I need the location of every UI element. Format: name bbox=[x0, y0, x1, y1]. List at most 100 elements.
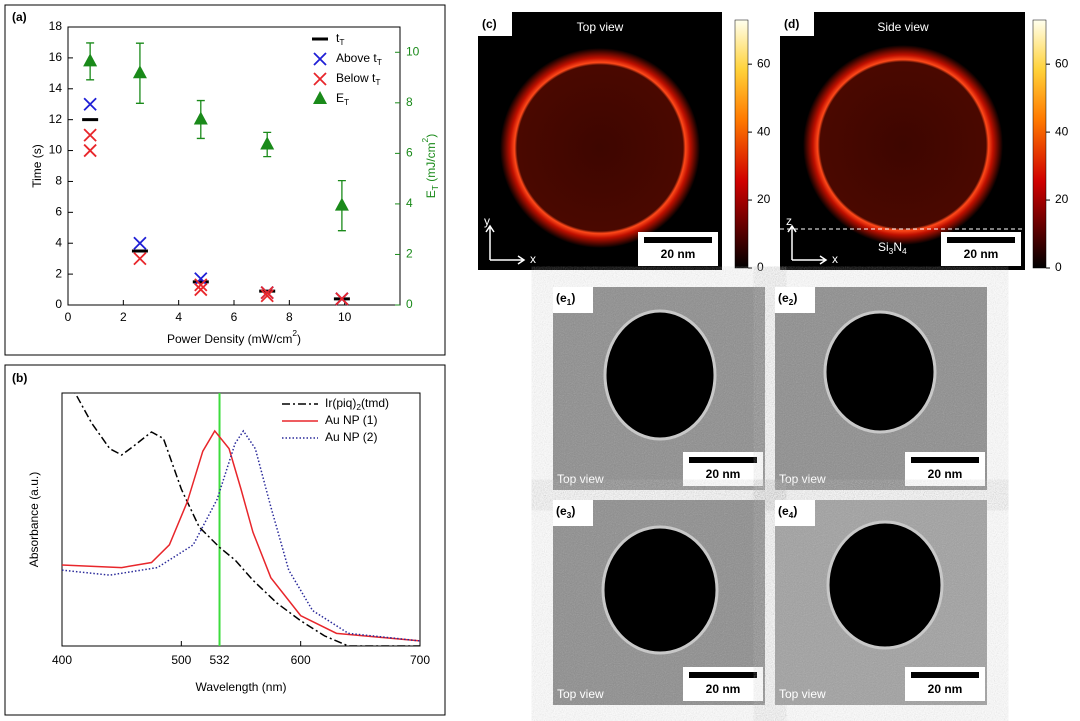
text-part: 1 bbox=[567, 297, 572, 307]
x-tick-label: 10 bbox=[338, 310, 352, 324]
panel-frame bbox=[4, 364, 446, 716]
marker-x bbox=[194, 278, 208, 292]
substrate-label: Si3N4 bbox=[878, 240, 907, 256]
tem-caption: Top view bbox=[779, 687, 826, 701]
x-tick-label: 2 bbox=[120, 310, 127, 324]
axis-letter: z bbox=[786, 214, 792, 228]
text-part: 2 bbox=[420, 137, 430, 142]
panel-label: (e4) bbox=[778, 504, 797, 520]
y-tick-label: 6 bbox=[55, 205, 62, 219]
panel-label: (e3) bbox=[556, 504, 575, 520]
y-tick-label: 0 bbox=[55, 297, 62, 311]
scale-bar bbox=[947, 237, 1015, 243]
legend-label: Above tT bbox=[336, 51, 382, 67]
marker-x bbox=[335, 292, 349, 306]
x-tick-label: 400 bbox=[52, 653, 72, 667]
label-box bbox=[775, 287, 815, 313]
x-tick-label: 0 bbox=[65, 310, 72, 324]
colorbar-tick-label: 0 bbox=[757, 260, 764, 274]
data-line bbox=[62, 429, 420, 642]
text-part: 3 bbox=[567, 510, 572, 520]
colorbar-tick-label: 40 bbox=[1055, 124, 1069, 138]
y-tick-label: 4 bbox=[55, 235, 62, 249]
y2-tick-label: 6 bbox=[406, 146, 413, 160]
text-part: T bbox=[430, 185, 440, 190]
y2-axis-label: ET (mJ/cm2) bbox=[420, 134, 440, 198]
marker-triangle bbox=[132, 65, 147, 79]
y2-tick-label: 2 bbox=[406, 247, 413, 261]
legend-label: Ir(piq)2(tmd) bbox=[325, 396, 389, 412]
legend-label: Below tT bbox=[336, 71, 380, 87]
marker-x bbox=[133, 236, 147, 250]
colorbar bbox=[734, 19, 749, 269]
x-tick-label: 532 bbox=[210, 653, 230, 667]
scale-bar-label: 20 nm bbox=[706, 467, 741, 481]
panel-label: (e2) bbox=[778, 291, 797, 307]
y-tick-label: 18 bbox=[49, 19, 63, 33]
panel-frame bbox=[4, 4, 446, 356]
marker-x bbox=[83, 128, 97, 142]
x-tick-label: 600 bbox=[291, 653, 311, 667]
marker-triangle bbox=[193, 111, 208, 125]
colorbar-tick-label: 0 bbox=[1055, 260, 1062, 274]
y2-tick-label: 8 bbox=[406, 95, 413, 109]
scale-bar-label: 20 nm bbox=[928, 682, 963, 696]
text-part: (e bbox=[778, 504, 789, 518]
text-part: ) bbox=[424, 134, 438, 138]
text-part: T bbox=[339, 37, 344, 47]
colorbar-tick-label: 40 bbox=[757, 124, 771, 138]
marker-x bbox=[83, 143, 97, 158]
axis-arrows bbox=[787, 224, 828, 265]
text-part: N bbox=[893, 240, 902, 254]
marker-x bbox=[313, 72, 327, 86]
y-tick-label: 2 bbox=[55, 266, 62, 280]
text-part: (e bbox=[778, 291, 789, 305]
data-line bbox=[62, 429, 420, 642]
text-part: 4 bbox=[789, 510, 794, 520]
panel-label: (c) bbox=[482, 17, 497, 31]
label-box bbox=[478, 12, 512, 36]
text-part: 2 bbox=[789, 297, 794, 307]
legend-label: tT bbox=[336, 31, 344, 47]
text-part: ) bbox=[571, 291, 575, 305]
x-tick-label: 8 bbox=[286, 310, 293, 324]
text-part: Si bbox=[878, 240, 889, 254]
text-part: 2 bbox=[356, 402, 361, 412]
field-glow bbox=[500, 48, 700, 248]
y2-tick-label: 10 bbox=[406, 44, 420, 58]
plot-frame bbox=[61, 392, 421, 647]
marker-x bbox=[260, 286, 274, 300]
text-part: Ir(piq) bbox=[325, 396, 356, 410]
marker-triangle bbox=[313, 91, 327, 104]
text-part: t bbox=[336, 31, 340, 45]
tem-caption: Top view bbox=[557, 687, 604, 701]
marker-triangle bbox=[83, 53, 98, 67]
y-axis-label: Time (s) bbox=[30, 144, 44, 188]
text-part: Power Density (mW/cm bbox=[167, 332, 292, 346]
scale-bar-label: 20 nm bbox=[661, 247, 696, 261]
label-box bbox=[553, 287, 593, 313]
label-box bbox=[780, 12, 814, 36]
marker-x bbox=[133, 252, 147, 266]
field-glow bbox=[803, 45, 1003, 245]
text-part: ) bbox=[571, 504, 575, 518]
scale-bar-label: 20 nm bbox=[964, 247, 999, 261]
text-part: ) bbox=[793, 504, 797, 518]
axis-arrows bbox=[485, 224, 526, 265]
text-part: E bbox=[336, 91, 344, 105]
text-part: (tmd) bbox=[361, 396, 389, 410]
text-part: ) bbox=[793, 291, 797, 305]
axis-letter: x bbox=[530, 252, 536, 266]
label-box bbox=[775, 500, 815, 526]
x-tick-label: 4 bbox=[175, 310, 182, 324]
colorbar bbox=[1032, 19, 1047, 269]
axis-letter: y bbox=[484, 214, 490, 228]
colorbar-tick-label: 20 bbox=[1055, 192, 1069, 206]
y-tick-label: 8 bbox=[55, 174, 62, 188]
nanopore bbox=[826, 520, 944, 650]
x-tick-label: 6 bbox=[231, 310, 238, 324]
plot-frame bbox=[67, 26, 401, 306]
y-tick-label: 10 bbox=[49, 143, 63, 157]
colorbar-tick-label: 60 bbox=[1055, 56, 1069, 70]
